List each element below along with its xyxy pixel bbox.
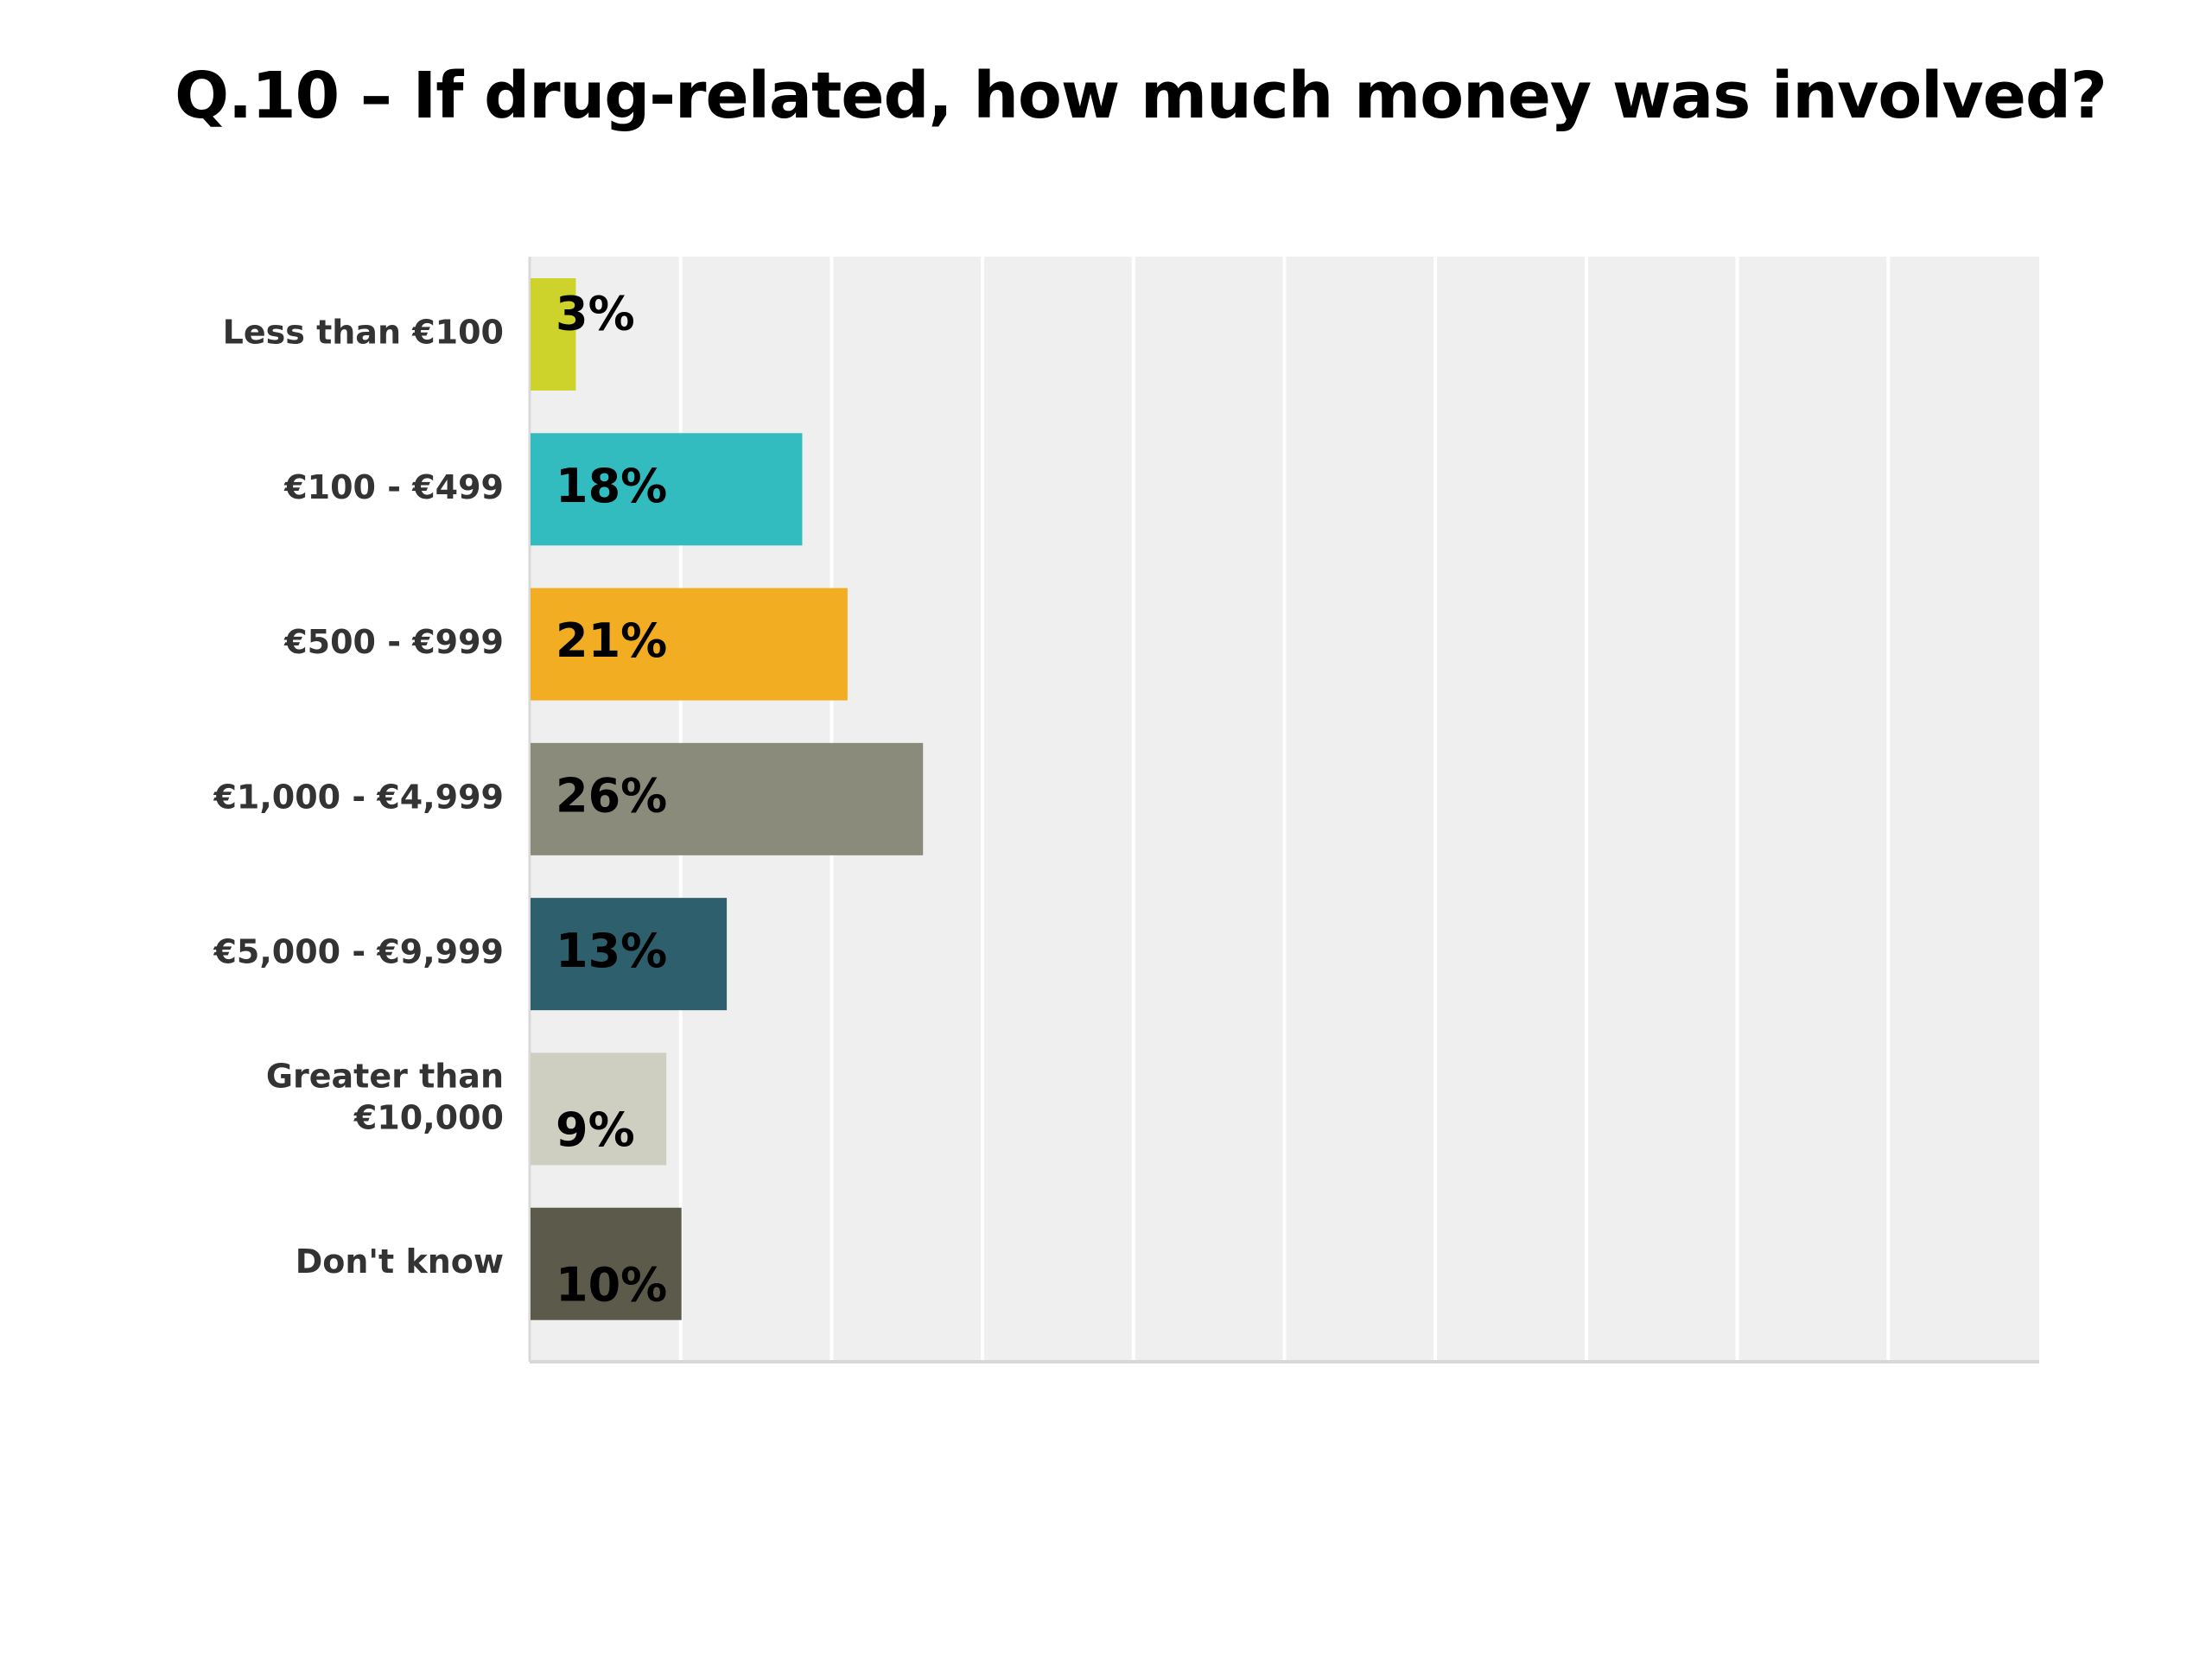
category-label: Greater than €10,000: [266, 1057, 504, 1136]
value-label: 13%: [556, 924, 667, 978]
value-label: 21%: [556, 613, 667, 668]
value-label: 26%: [556, 768, 667, 823]
category-label: Don't know: [296, 1243, 504, 1281]
bar: [531, 1052, 667, 1166]
category-label: Less than €100: [223, 314, 504, 352]
category-labels: Less than €100 €100 - €499 €500 - €999 €1,0…: [213, 314, 504, 1281]
value-label: 10%: [556, 1257, 667, 1312]
category-label: €100 - €499: [283, 468, 504, 506]
category-label: €500 - €999: [283, 623, 504, 661]
value-label: 18%: [556, 459, 667, 513]
category-label: €1,000 - €4,999: [213, 778, 504, 816]
bar: [531, 898, 728, 1011]
value-label: 9%: [556, 1103, 635, 1157]
value-label: 3%: [556, 287, 635, 341]
category-label: €5,000 - €9,999: [213, 933, 504, 971]
chart-title: Q.10 – If drug-related, how much money w…: [175, 59, 2107, 133]
bars: [531, 278, 924, 1320]
bar: [531, 588, 848, 701]
value-labels: 3% 18% 21% 26% 13% 9% 10%: [556, 287, 667, 1313]
bar: [531, 278, 576, 391]
bar: [531, 1207, 682, 1320]
bar: [531, 433, 803, 546]
bar: [531, 742, 924, 855]
grid-lines: [678, 257, 1891, 1362]
